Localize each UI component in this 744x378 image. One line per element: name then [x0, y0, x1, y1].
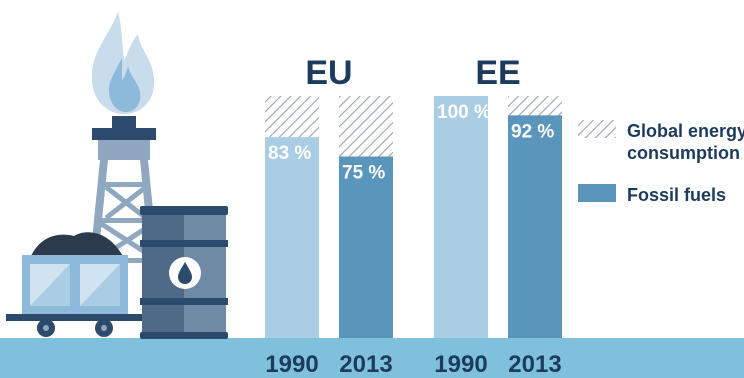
legend-label: Global energy	[627, 121, 744, 141]
fossil-fuels-bar	[265, 137, 319, 338]
bar-value-label: 75 %	[342, 163, 385, 184]
group-title: EU	[305, 54, 352, 92]
bar-value-label: 83 %	[268, 143, 311, 164]
oil-barrel-icon	[140, 206, 228, 339]
ground-band	[0, 338, 744, 378]
bar-value-label: 92 %	[511, 121, 554, 142]
year-tick-label: 2013	[339, 351, 392, 378]
fossil-fuels-bar	[508, 115, 562, 338]
year-tick-label: 1990	[434, 351, 487, 378]
legend-swatch-solid	[578, 184, 616, 202]
coal-cart-icon	[6, 232, 150, 337]
bar-value-label: 100 %	[437, 102, 491, 123]
legend-label: consumption	[627, 143, 740, 163]
group-title: EE	[475, 54, 520, 92]
fossil-fuels-bar	[434, 96, 488, 338]
year-tick-label: 2013	[508, 351, 561, 378]
group-eu: EU 83 % 1990 75 % 2013	[265, 54, 393, 378]
legend-swatch-hatched	[578, 120, 616, 138]
bar-chart: EU 83 % 1990 75 % 2013 EE 100 % 1990 92 % 2013	[265, 54, 562, 378]
group-ee: EE 100 % 1990 92 % 2013	[434, 54, 562, 378]
gas-flame-icon	[91, 12, 155, 114]
year-tick-label: 1990	[265, 351, 318, 378]
fossil-fuels-bar	[339, 156, 393, 338]
legend-label: Fossil fuels	[627, 185, 726, 205]
